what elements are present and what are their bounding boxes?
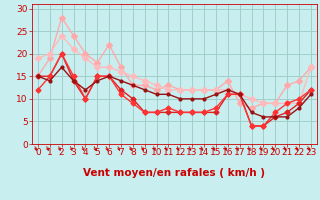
X-axis label: Vent moyen/en rafales ( km/h ): Vent moyen/en rafales ( km/h ): [84, 168, 265, 178]
